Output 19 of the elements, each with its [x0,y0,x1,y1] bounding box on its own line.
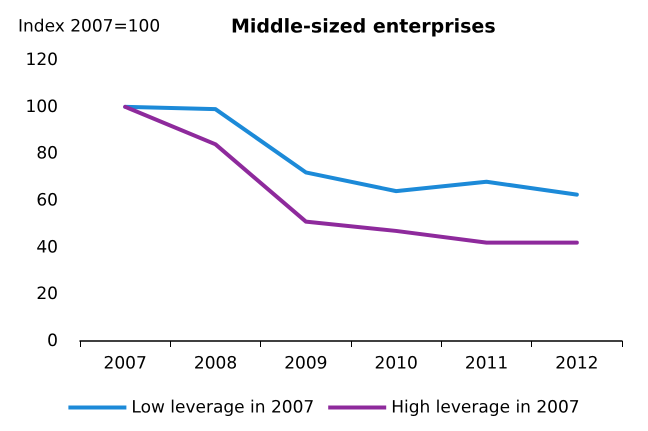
x-tick-label: 2011 [464,354,508,374]
y-tick-label: 60 [36,190,58,210]
y-tick-label: 120 [26,50,58,70]
x-tick-label: 2007 [104,354,147,374]
x-tick-label: 2008 [194,354,238,374]
line-series [123,104,579,245]
y-tick-label: 100 [26,96,58,117]
y-tick-label: 20 [36,284,58,304]
y-axis-title: Index 2007=100 [18,16,160,36]
legend-label: Low leverage in 2007 [131,398,314,418]
x-tick-label: 2009 [284,354,328,374]
line-series [123,104,579,197]
y-tick-label: 0 [47,331,58,351]
legend-label: High leverage in 2007 [391,398,580,418]
y-tick-label: 80 [36,144,58,164]
y-tick-label: 40 [36,237,58,258]
x-tick-label: 2012 [555,354,598,374]
chart-title: Middle-sized enterprises [231,16,496,38]
x-tick-label: 2010 [374,354,418,374]
